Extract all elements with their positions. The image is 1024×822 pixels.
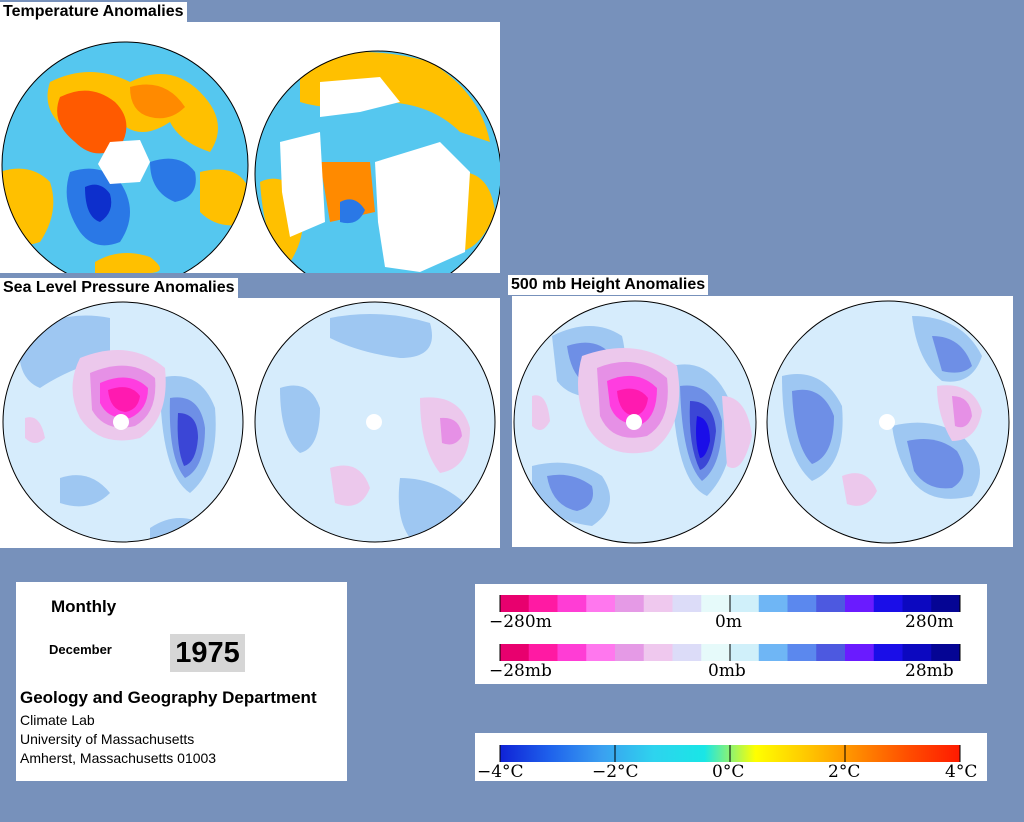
slp-colorbar-segment <box>730 644 760 661</box>
month-label: December <box>49 642 112 657</box>
temp-legend-label-2: 2°C <box>828 762 861 782</box>
slp-colorbar-segment <box>701 644 731 661</box>
temp-legend-label-minus2: −2°C <box>592 762 639 782</box>
height-southern-hemisphere <box>767 301 1009 543</box>
height-colorbar-segment <box>701 595 731 612</box>
height-map-panel <box>512 296 1013 547</box>
height-colorbar-segment <box>528 595 558 612</box>
temperature-northern-hemisphere <box>2 42 248 273</box>
slp-colorbar-segment <box>787 644 817 661</box>
slp-colorbar <box>499 644 961 661</box>
slp-hemispheres <box>2 301 496 543</box>
temperature-legend: −4°C −2°C 0°C 2°C 4°C <box>475 733 987 781</box>
height-colorbar-segment <box>787 595 817 612</box>
temperature-map-panel <box>0 22 500 273</box>
temp-legend-label-minus4: −4°C <box>477 762 524 782</box>
height-colorbar-segment <box>845 595 875 612</box>
height-colorbar-segment <box>931 595 961 612</box>
slp-colorbar-segment <box>873 644 903 661</box>
university-label: University of Massachusetts <box>20 731 195 747</box>
height-colorbar-segment <box>816 595 846 612</box>
height-colorbar-segment <box>615 595 645 612</box>
height-legend-min-label: −280m <box>489 612 552 632</box>
slp-colorbar-segment <box>931 644 961 661</box>
height-colorbar-segment <box>758 595 788 612</box>
temp-legend-label-0: 0°C <box>712 762 745 782</box>
slp-colorbar-segment <box>902 644 932 661</box>
height-northern-hemisphere <box>514 301 756 543</box>
height-colorbar-segment <box>643 595 673 612</box>
info-box: Monthly December 1975 Geology and Geogra… <box>16 582 347 781</box>
height-colorbar-segment <box>500 595 530 612</box>
slp-map-panel <box>0 298 500 548</box>
height-slp-legend: −280m 0m 280m −28mb 0mb 28mb <box>475 584 987 684</box>
slp-colorbar-segment <box>643 644 673 661</box>
temp-legend-label-4: 4°C <box>945 762 978 782</box>
slp-anomalies-title: Sea Level Pressure Anomalies <box>0 278 238 298</box>
height-colorbar-segment <box>873 595 903 612</box>
temperature-southern-hemisphere <box>255 51 500 273</box>
height-colorbar <box>499 595 961 612</box>
slp-colorbar-segment <box>845 644 875 661</box>
height-anomalies-title: 500 mb Height Anomalies <box>508 275 709 295</box>
temperature-anomalies-title: Temperature Anomalies <box>0 2 187 22</box>
year-label: 1975 <box>170 634 245 672</box>
slp-colorbar-segment <box>816 644 846 661</box>
slp-colorbar-segment <box>528 644 558 661</box>
temperature-colorbar-wrap <box>499 745 961 762</box>
height-colorbar-segment <box>672 595 702 612</box>
slp-colorbar-segment <box>557 644 587 661</box>
slp-colorbar-segment <box>758 644 788 661</box>
slp-legend-max-label: 28mb <box>905 661 954 681</box>
slp-southern-hemisphere <box>255 302 495 542</box>
slp-northern-hemisphere <box>3 302 243 542</box>
slp-colorbar-segment <box>500 644 530 661</box>
slp-legend-min-label: −28mb <box>489 661 552 681</box>
temperature-hemispheres <box>1 41 500 273</box>
height-colorbar-segment <box>586 595 616 612</box>
height-legend-max-label: 280m <box>905 612 954 632</box>
height-colorbar-segment <box>902 595 932 612</box>
slp-legend-center-label: 0mb <box>708 661 746 681</box>
height-colorbar-segment <box>557 595 587 612</box>
height-colorbar-segment <box>730 595 760 612</box>
slp-colorbar-segment <box>672 644 702 661</box>
height-legend-center-label: 0m <box>715 612 742 632</box>
slp-colorbar-segment <box>586 644 616 661</box>
department-label: Geology and Geography Department <box>20 688 317 707</box>
height-slp-colorbars <box>499 595 961 661</box>
height-hemispheres <box>513 300 1010 544</box>
slp-colorbar-segment <box>615 644 645 661</box>
lab-label: Climate Lab <box>20 712 95 728</box>
period-label: Monthly <box>51 597 117 616</box>
address-label: Amherst, Massachusetts 01003 <box>20 750 217 766</box>
